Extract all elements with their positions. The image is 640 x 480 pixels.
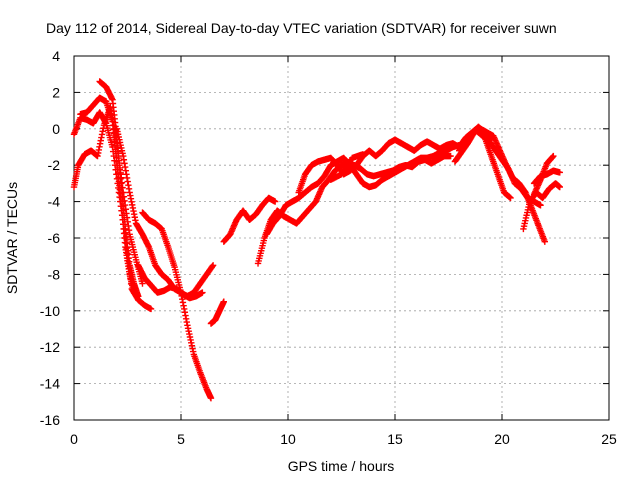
grid [74, 56, 609, 420]
x-tick-label: 0 [70, 431, 78, 447]
data-point [209, 262, 217, 269]
tick-marks [73, 55, 610, 421]
y-tick-label: -14 [40, 376, 60, 392]
x-tick-labels: 0 5 10 15 20 25 [70, 431, 617, 447]
x-tick-label: 10 [280, 431, 296, 447]
data-point [147, 305, 155, 313]
series-track-8 [207, 298, 227, 327]
series-track-4 [96, 78, 142, 300]
x-tick-label: 15 [387, 431, 403, 447]
y-tick-label: 4 [52, 48, 60, 64]
series-track-13 [327, 151, 367, 183]
data-point [556, 183, 563, 191]
data-point [271, 198, 279, 205]
data-point [550, 152, 557, 160]
chart-title: Day 112 of 2014, Sidereal Day-to-day VTE… [46, 20, 557, 36]
data-point [359, 151, 367, 158]
series-track-16 [473, 127, 544, 209]
y-tick-label: -6 [48, 230, 61, 246]
series-track-12 [295, 123, 495, 196]
series-track-6 [139, 209, 215, 402]
data-point [556, 169, 563, 176]
data-point [507, 194, 514, 202]
y-tick-label: -10 [40, 303, 60, 319]
x-tick-label: 25 [601, 431, 617, 447]
data-point [207, 394, 215, 402]
y-tick-label: -8 [48, 266, 61, 282]
data-point [139, 280, 146, 287]
y-axis-label: SDTVAR / TECUs [4, 182, 20, 294]
data-point [199, 289, 206, 296]
y-tick-labels: -16 -14 -12 -10 -8 -6 -4 -2 0 2 4 [40, 48, 60, 428]
data-point [447, 152, 454, 160]
series-track-17 [520, 180, 563, 233]
y-tick-label: 0 [52, 121, 60, 137]
data-point [135, 293, 142, 300]
y-tick-label: -2 [48, 157, 61, 173]
y-tick-label: 2 [52, 84, 60, 100]
y-tick-label: -4 [48, 194, 61, 210]
x-axis-label: GPS time / hours [288, 458, 395, 474]
series-track-19 [530, 152, 557, 198]
x-tick-label: 5 [177, 431, 185, 447]
data-point [541, 238, 548, 245]
series-track-7 [135, 262, 206, 302]
series-track-9 [220, 194, 279, 245]
y-tick-label: -12 [40, 339, 60, 355]
data-point [220, 298, 227, 305]
y-tick-label: -16 [40, 412, 60, 428]
data-point [537, 202, 544, 209]
data-points [70, 78, 563, 402]
x-tick-label: 20 [494, 431, 510, 447]
